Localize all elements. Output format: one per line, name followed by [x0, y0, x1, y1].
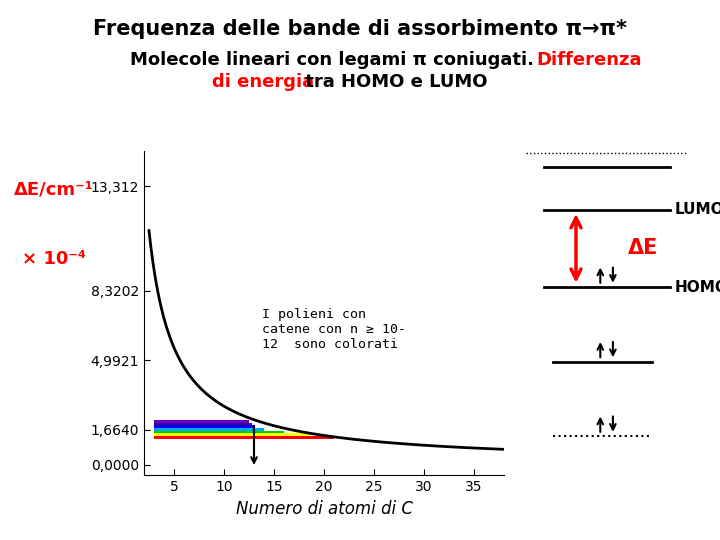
X-axis label: Numero di atomi di C: Numero di atomi di C	[235, 500, 413, 518]
Text: Molecole lineari con legami π coniugati.: Molecole lineari con legami π coniugati.	[130, 51, 546, 69]
Bar	[154, 428, 264, 431]
Bar	[154, 434, 309, 436]
Text: ΔE: ΔE	[627, 238, 658, 259]
Bar	[154, 436, 334, 439]
Text: LUMO: LUMO	[675, 202, 720, 217]
Text: Molecole lineari con legami π coniugati.  Differenza: Molecole lineari con legami π coniugati.…	[0, 539, 1, 540]
Bar	[154, 420, 249, 422]
Text: × 10⁻⁴: × 10⁻⁴	[22, 250, 86, 268]
Text: Frequenza delle bande di assorbimento π→π*: Frequenza delle bande di assorbimento π→…	[93, 19, 627, 39]
Text: ΔE/cm⁻¹: ΔE/cm⁻¹	[14, 180, 94, 198]
Text: di energia: di energia	[212, 73, 315, 91]
Text: Differenza: Differenza	[536, 51, 642, 69]
Text: HOMO: HOMO	[675, 280, 720, 295]
Text: tra HOMO e LUMO: tra HOMO e LUMO	[299, 73, 487, 91]
Text: I polieni con
catene con n ≥ 10-
12  sono colorati: I polieni con catene con n ≥ 10- 12 sono…	[262, 308, 406, 351]
Bar	[154, 425, 255, 428]
Bar	[154, 431, 284, 434]
Bar	[154, 422, 252, 425]
